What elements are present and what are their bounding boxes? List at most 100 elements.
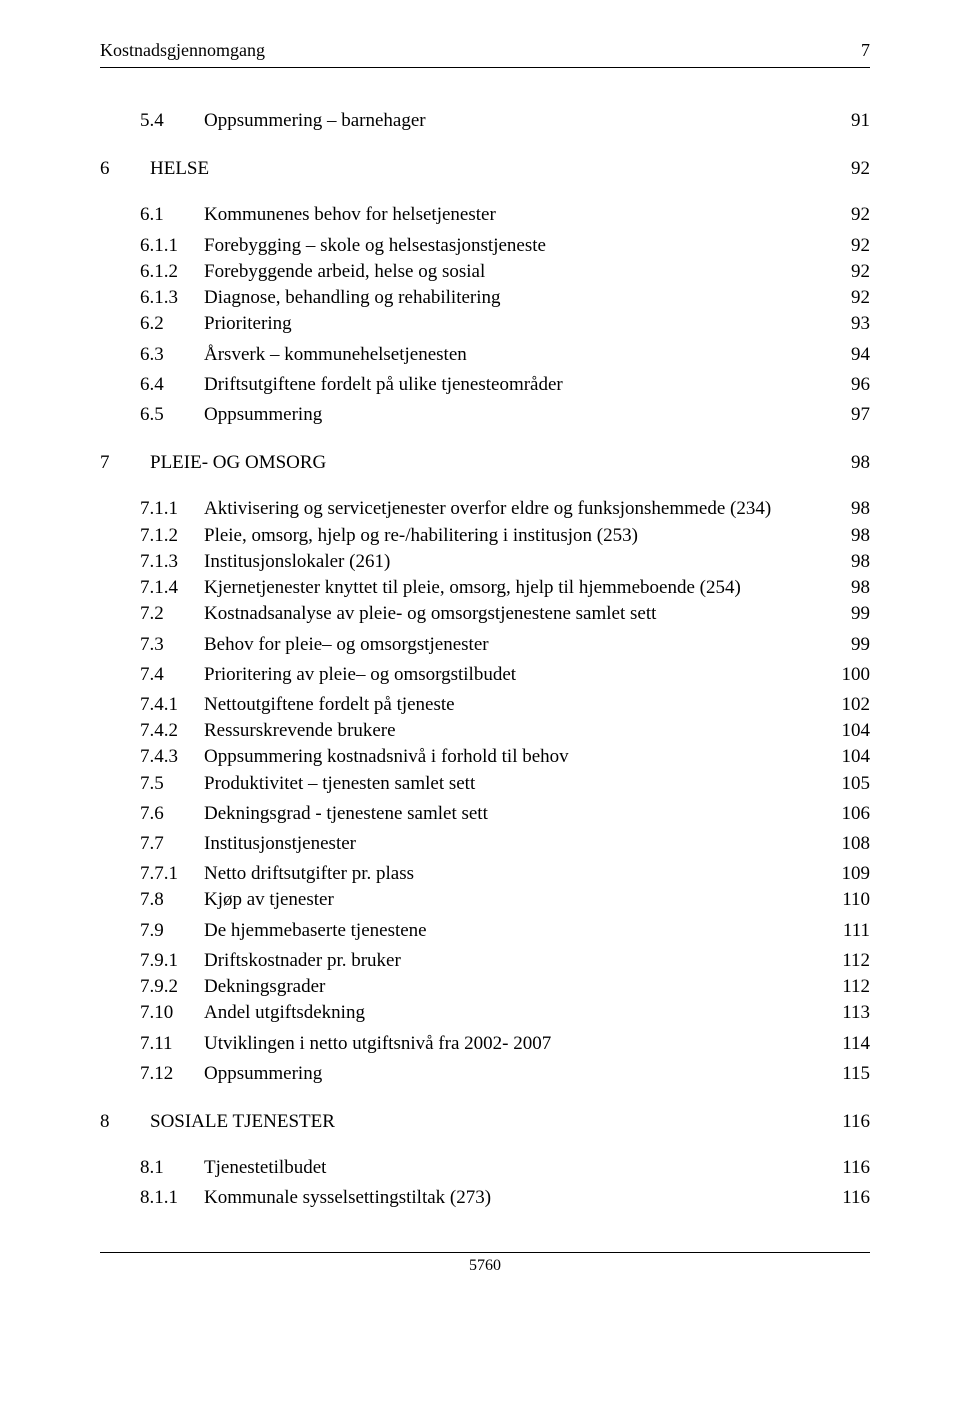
toc-number: 7.1.2 xyxy=(140,523,204,549)
toc-entry-left: 7.4Prioritering av pleie– og omsorgstilb… xyxy=(140,662,830,688)
toc-entry: 7.8Kjøp av tjenester110 xyxy=(140,887,870,913)
toc-entry: 6.1.3Diagnose, behandling og rehabiliter… xyxy=(140,285,870,311)
toc-entry-left: 8.1Tjenestetilbudet xyxy=(140,1155,830,1181)
toc-entry: 6.4Driftsutgiftene fordelt på ulike tjen… xyxy=(140,372,870,398)
toc-entry: 7.7Institusjonstjenester108 xyxy=(140,831,870,857)
toc-number: 8.1.1 xyxy=(140,1185,204,1211)
toc-title: Oppsummering xyxy=(204,1061,334,1087)
toc-page: 92 xyxy=(830,285,870,311)
toc-entry-left: 7.5Produktivitet – tjenesten samlet sett xyxy=(140,771,830,797)
toc-title: Diagnose, behandling og rehabilitering xyxy=(204,285,513,311)
toc-title: Driftsutgiftene fordelt på ulike tjenest… xyxy=(204,372,575,398)
toc-page: 92 xyxy=(830,259,870,285)
toc-number: 6.2 xyxy=(140,311,204,337)
toc-gap xyxy=(100,1087,870,1109)
toc-entry: 7.12Oppsummering115 xyxy=(140,1061,870,1087)
toc-entry-left: 7.1.3Institusjonslokaler (261) xyxy=(140,549,830,575)
toc-entry-left: 7.12Oppsummering xyxy=(140,1061,830,1087)
toc-entry: 7.1.1Aktivisering og servicetjenester ov… xyxy=(140,496,870,522)
toc-number: 7.7 xyxy=(140,831,204,857)
toc-title: Andel utgiftsdekning xyxy=(204,1000,377,1026)
toc-number: 7.1.3 xyxy=(140,549,204,575)
page-header: Kostnadsgjennomgang 7 xyxy=(100,40,870,61)
toc-number: 7.9.2 xyxy=(140,974,204,1000)
toc-title: Produktivitet – tjenesten samlet sett xyxy=(204,771,487,797)
toc-entry-left: 6.2Prioritering xyxy=(140,311,830,337)
toc-title: Dekningsgrad - tjenestene samlet sett xyxy=(204,801,500,827)
toc-page: 112 xyxy=(830,974,870,1000)
toc-number: 7.4.3 xyxy=(140,744,204,770)
toc-page: 109 xyxy=(830,861,870,887)
toc-number: 7.10 xyxy=(140,1000,204,1026)
toc-entry: 7.9De hjemmebaserte tjenestene111 xyxy=(140,918,870,944)
toc-number: 7.9.1 xyxy=(140,948,204,974)
toc-entry: 8SOSIALE TJENESTER 116 xyxy=(100,1109,870,1135)
toc-title: SOSIALE TJENESTER xyxy=(150,1109,347,1135)
toc-page: 116 xyxy=(830,1185,870,1211)
toc-title: Oppsummering kostnadsnivå i forhold til … xyxy=(204,744,581,770)
toc-number: 7.12 xyxy=(140,1061,204,1087)
toc-entry-left: 7.7Institusjonstjenester xyxy=(140,831,830,857)
toc-entry: 7.10Andel utgiftsdekning 113 xyxy=(140,1000,870,1026)
toc-page: 92 xyxy=(830,202,870,228)
table-of-contents: 5.4Oppsummering – barnehager916HELSE926.… xyxy=(100,108,870,1212)
toc-title: De hjemmebaserte tjenestene xyxy=(204,918,439,944)
toc-entry-left: 7.9.2Dekningsgrader xyxy=(140,974,830,1000)
toc-title: Tjenestetilbudet xyxy=(204,1155,338,1181)
toc-number: 7.7.1 xyxy=(140,861,204,887)
toc-page: 92 xyxy=(830,156,870,182)
toc-entry-left: 7.1.1Aktivisering og servicetjenester ov… xyxy=(140,496,830,522)
toc-page: 110 xyxy=(830,887,870,913)
toc-number: 8.1 xyxy=(140,1155,204,1181)
toc-page: 114 xyxy=(830,1031,870,1057)
toc-number: 6.4 xyxy=(140,372,204,398)
document-page: Kostnadsgjennomgang 7 5.4Oppsummering – … xyxy=(0,0,960,1305)
toc-entry: 6.5Oppsummering97 xyxy=(140,402,870,428)
toc-entry: 6.1.2Forebyggende arbeid, helse og sosia… xyxy=(140,259,870,285)
toc-page: 102 xyxy=(830,692,870,718)
toc-entry-left: 7.1.4Kjernetjenester knyttet til pleie, … xyxy=(140,575,830,601)
toc-entry-left: 6.1.3Diagnose, behandling og rehabiliter… xyxy=(140,285,830,311)
toc-number: 7.9 xyxy=(140,918,204,944)
toc-entry-left: 7.11Utviklingen i netto utgiftsnivå fra … xyxy=(140,1031,830,1057)
toc-gap xyxy=(100,182,870,202)
toc-entry: 7.5Produktivitet – tjenesten samlet sett… xyxy=(140,771,870,797)
header-divider xyxy=(100,67,870,68)
toc-entry-left: 7.4.2Ressurskrevende brukere xyxy=(140,718,830,744)
toc-entry: 6.1Kommunenes behov for helsetjenester92 xyxy=(140,202,870,228)
toc-title: Forebyggende arbeid, helse og sosial xyxy=(204,259,497,285)
toc-page: 98 xyxy=(830,450,870,476)
toc-title: Behov for pleie– og omsorgstjenester xyxy=(204,632,501,658)
toc-page: 112 xyxy=(830,948,870,974)
toc-entry-left: 7.2Kostnadsanalyse av pleie- og omsorgst… xyxy=(140,601,830,627)
toc-title: Institusjonslokaler (261) xyxy=(204,549,402,575)
toc-entry: 6.2Prioritering93 xyxy=(140,311,870,337)
toc-number: 7.1.1 xyxy=(140,496,204,522)
toc-entry-left: 6.5Oppsummering xyxy=(140,402,830,428)
toc-page: 94 xyxy=(830,342,870,368)
toc-title: HELSE xyxy=(150,156,221,182)
toc-number: 6.1.2 xyxy=(140,259,204,285)
toc-gap xyxy=(100,428,870,450)
toc-title: Aktivisering og servicetjenester overfor… xyxy=(204,496,783,522)
toc-number: 8 xyxy=(100,1109,150,1135)
toc-entry: 7.1.2Pleie, omsorg, hjelp og re-/habilit… xyxy=(140,523,870,549)
toc-title: Prioritering av pleie– og omsorgstilbude… xyxy=(204,662,528,688)
toc-page: 113 xyxy=(830,1000,870,1026)
toc-page: 99 xyxy=(830,601,870,627)
toc-number: 7.4.1 xyxy=(140,692,204,718)
toc-entry-left: 6.3Årsverk – kommunehelsetjenesten xyxy=(140,342,830,368)
toc-number: 7.4 xyxy=(140,662,204,688)
toc-page: 108 xyxy=(830,831,870,857)
toc-title: Oppsummering xyxy=(204,402,334,428)
toc-entry: 7.4Prioritering av pleie– og omsorgstilb… xyxy=(140,662,870,688)
toc-page: 116 xyxy=(830,1109,870,1135)
toc-entry: 8.1.1Kommunale sysselsettingstiltak (273… xyxy=(140,1185,870,1211)
toc-title: Nettoutgiftene fordelt på tjeneste xyxy=(204,692,467,718)
toc-entry-left: 7.9.1Driftskostnader pr. bruker xyxy=(140,948,830,974)
toc-title: Kjøp av tjenester xyxy=(204,887,346,913)
toc-entry-left: 6.1.1Forebygging – skole og helsestasjon… xyxy=(140,233,830,259)
toc-entry: 7.9.2Dekningsgrader112 xyxy=(140,974,870,1000)
toc-title: Dekningsgrader xyxy=(204,974,337,1000)
toc-title: Netto driftsutgifter pr. plass xyxy=(204,861,426,887)
